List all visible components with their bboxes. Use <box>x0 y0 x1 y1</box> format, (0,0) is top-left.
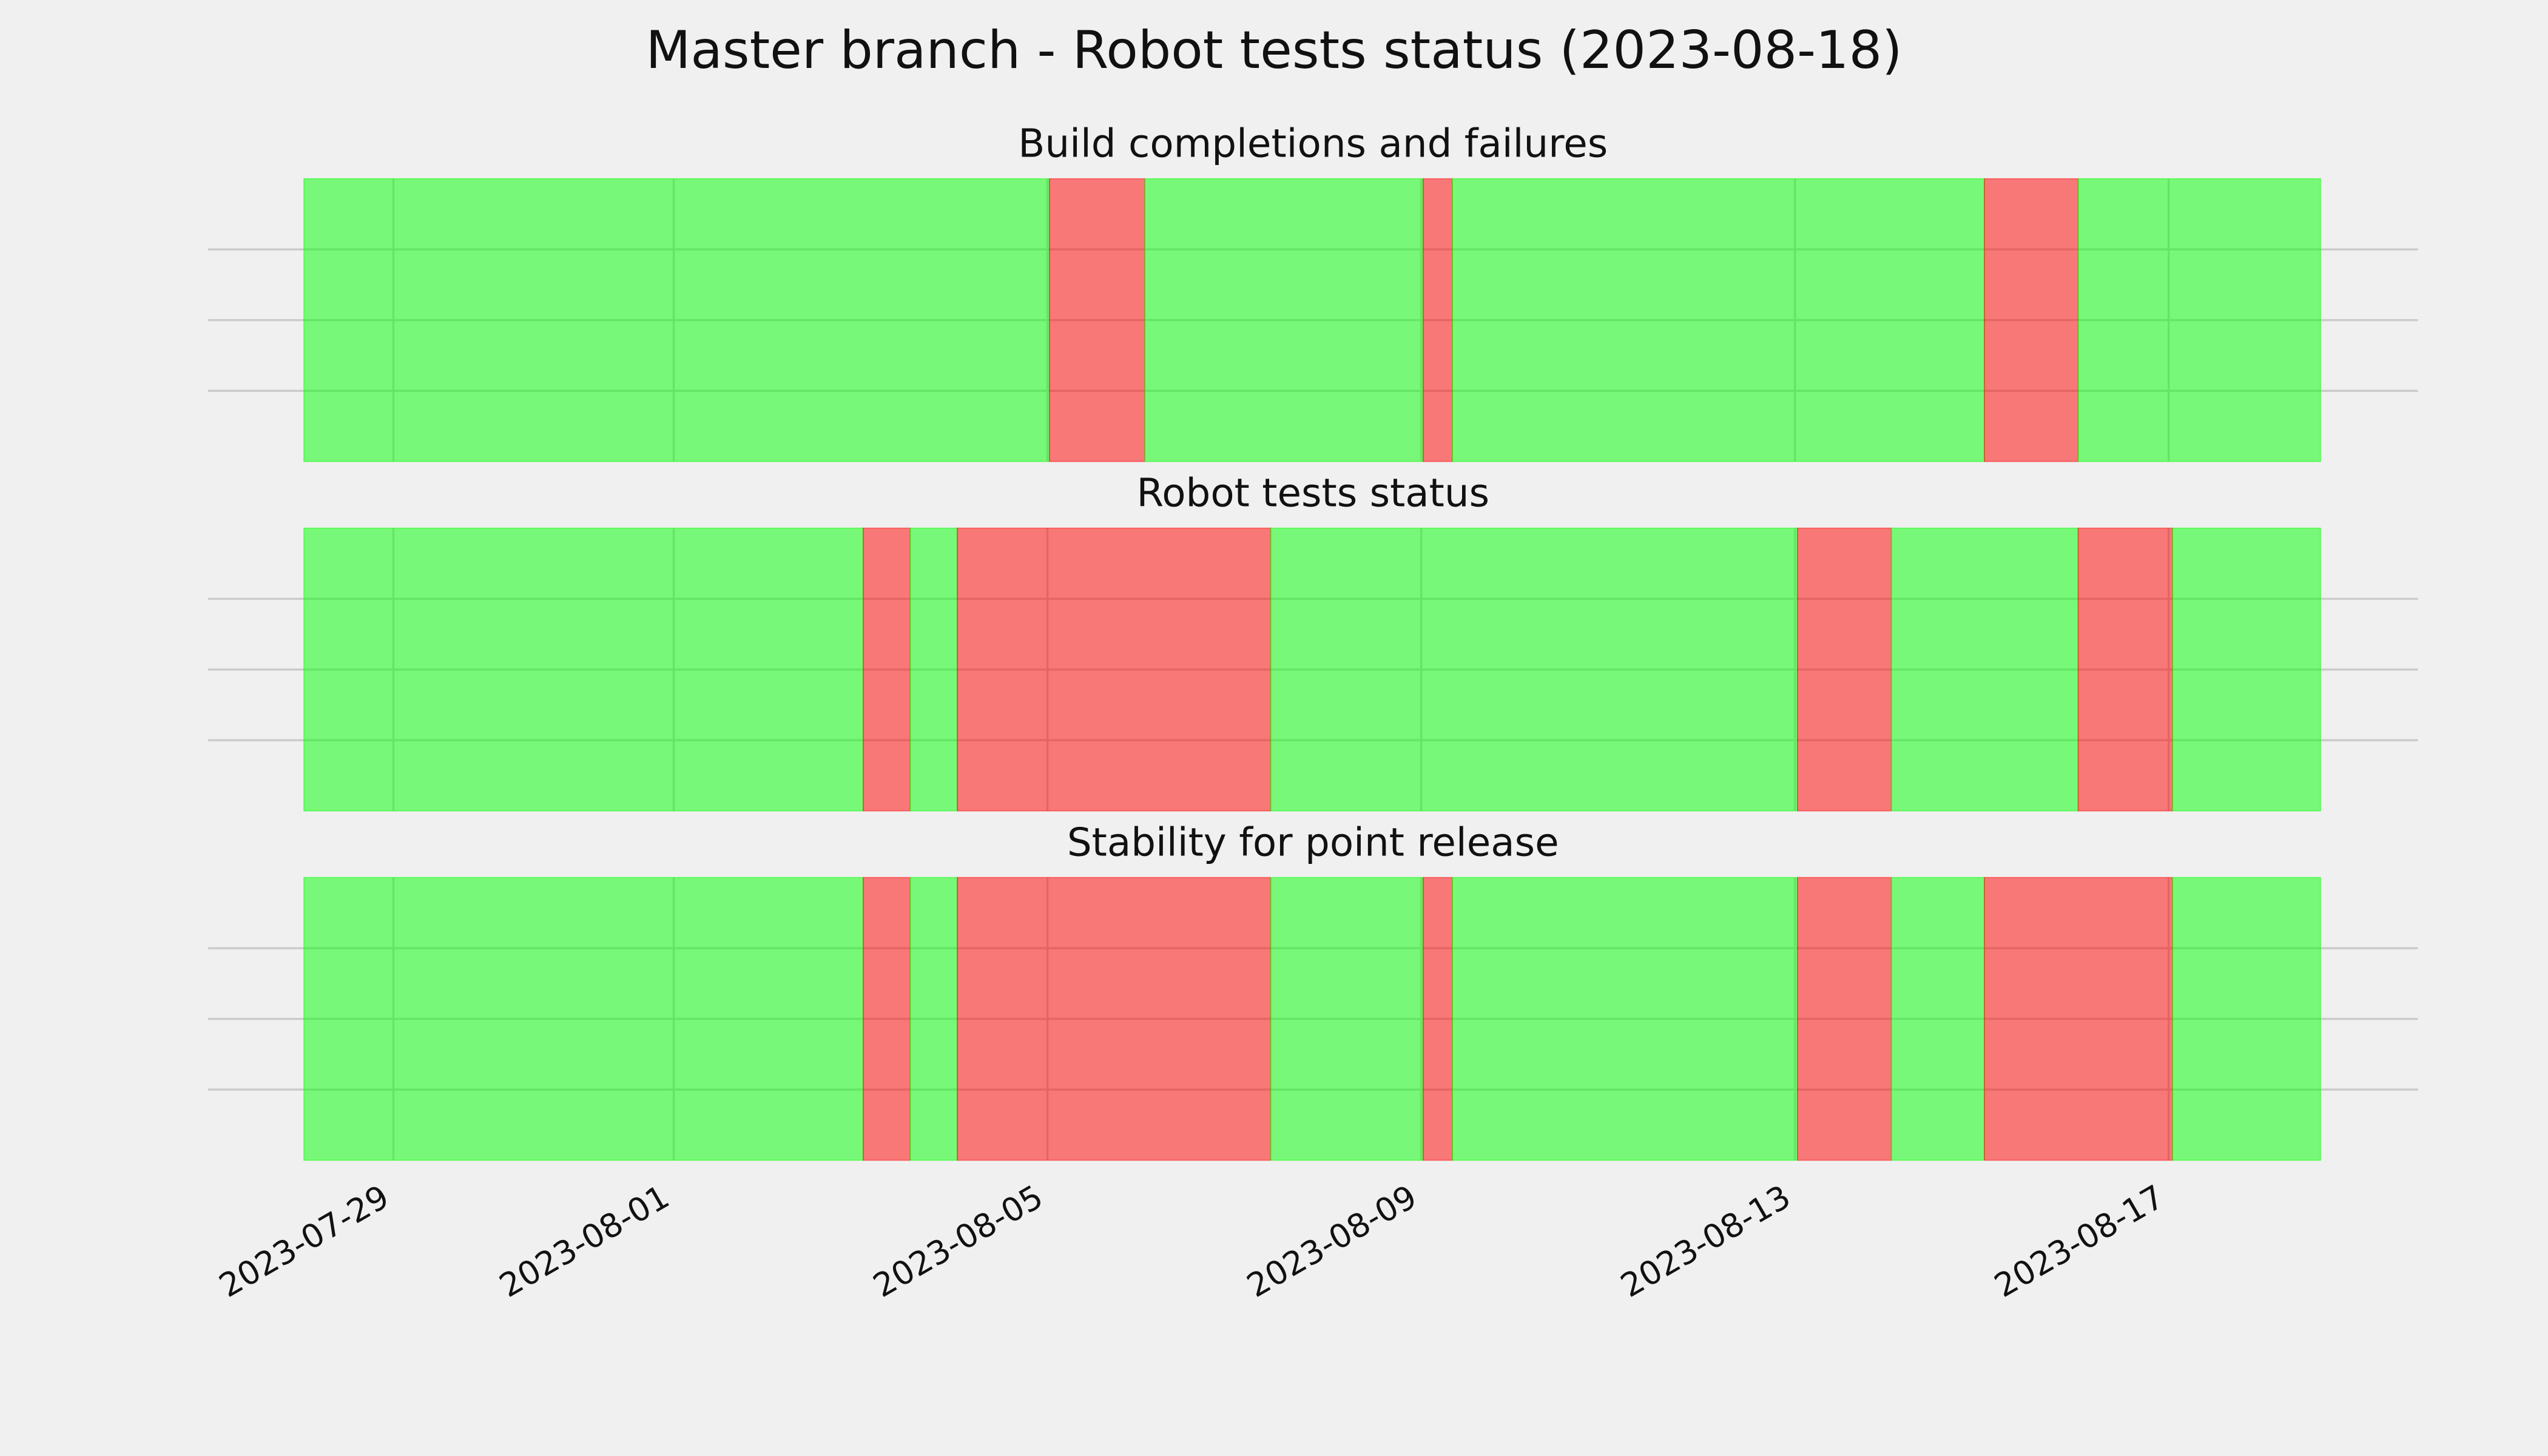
status-segment <box>909 877 958 1161</box>
status-segment <box>303 877 864 1161</box>
status-segment <box>1423 877 1453 1161</box>
status-segment <box>303 527 864 812</box>
status-segment <box>1270 877 1424 1161</box>
status-segment <box>1984 877 2173 1161</box>
status-segment <box>1984 178 2079 462</box>
status-segment <box>2172 527 2321 812</box>
status-segment <box>1423 178 1453 462</box>
status-segment <box>1890 527 2079 812</box>
status-segment <box>863 877 911 1161</box>
status-segment <box>1797 527 1892 812</box>
status-segment <box>1048 178 1145 462</box>
status-segment <box>863 527 911 812</box>
panel-title: Robot tests status <box>1136 471 1489 516</box>
status-segment <box>1270 527 1798 812</box>
status-segment <box>2077 527 2173 812</box>
status-segment <box>909 527 958 812</box>
status-segment <box>2077 178 2321 462</box>
status-segment <box>1452 178 1985 462</box>
status-segment <box>2172 877 2321 1161</box>
panel-title: Build completions and failures <box>1018 121 1608 167</box>
status-segment <box>957 527 1272 812</box>
status-segment <box>957 877 1272 1161</box>
status-segment <box>1452 877 1798 1161</box>
status-segment <box>1144 178 1424 462</box>
status-segment <box>1890 877 1985 1161</box>
chart-title: Master branch - Robot tests status (2023… <box>645 20 1902 81</box>
status-segment <box>1797 877 1892 1161</box>
panel-title: Stability for point release <box>1067 820 1559 865</box>
status-segment <box>303 178 1050 462</box>
